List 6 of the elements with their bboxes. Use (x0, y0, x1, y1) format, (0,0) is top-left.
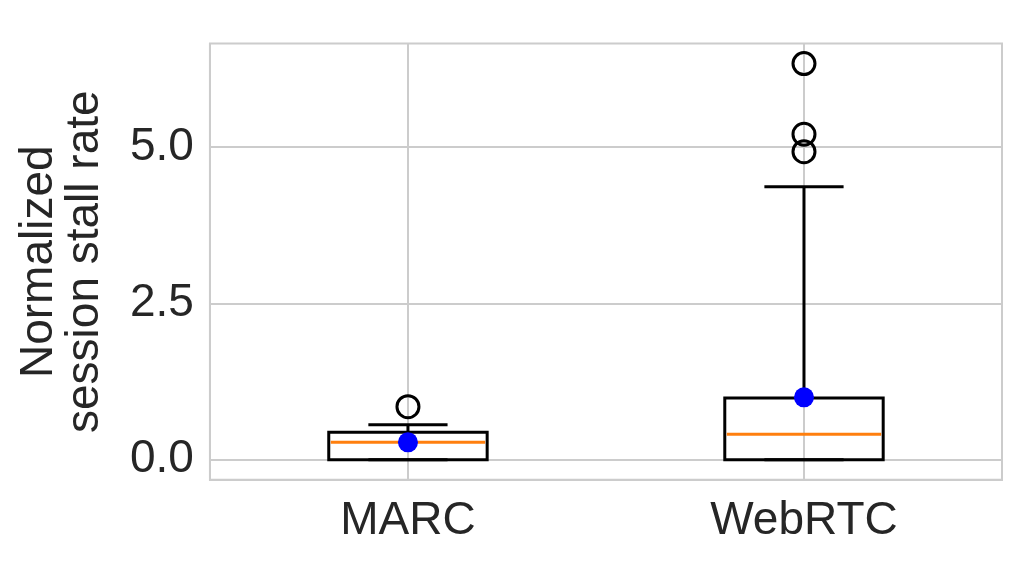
x-tick-label: WebRTC (710, 492, 898, 545)
y-tick-label: 0.0 (129, 430, 194, 483)
y-axis-title: Normalized session stall rate (9, 90, 108, 433)
x-tick-label: MARC (340, 492, 476, 545)
y-tick-label: 2.5 (129, 274, 194, 327)
y-tick-label: 5.0 (129, 118, 194, 171)
